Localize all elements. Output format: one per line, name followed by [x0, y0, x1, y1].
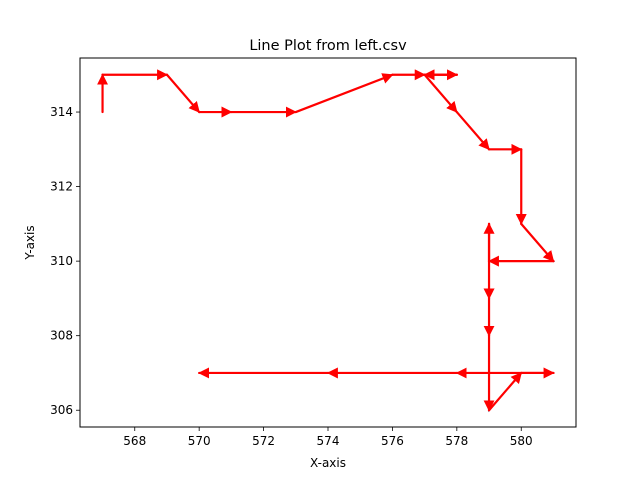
x-tick-label: 570: [188, 434, 211, 448]
y-axis-ticks: 306 308 310 312 314: [50, 105, 80, 417]
y-tick-label: 306: [50, 403, 73, 417]
y-tick-label: 308: [50, 329, 73, 343]
x-tick-label: 578: [445, 434, 468, 448]
direction-arrow: [423, 73, 458, 114]
direction-arrow: [520, 222, 555, 263]
x-tick-label: 576: [381, 434, 404, 448]
direction-arrow: [294, 73, 394, 114]
direction-arrow: [487, 371, 523, 412]
x-axis-label: X-axis: [310, 456, 346, 470]
direction-arrow: [165, 73, 201, 114]
x-tick-label: 574: [317, 434, 340, 448]
x-tick-label: 572: [252, 434, 275, 448]
y-tick-label: 314: [50, 105, 73, 119]
arrow-annotations: [97, 69, 555, 412]
chart-title: Line Plot from left.csv: [249, 38, 407, 54]
direction-arrow: [455, 110, 491, 151]
y-axis-label: Y-axis: [23, 225, 37, 260]
y-tick-label: 312: [50, 180, 73, 194]
x-tick-label: 580: [510, 434, 533, 448]
y-tick-label: 310: [50, 254, 73, 268]
x-axis-ticks: 568 570 572 574 576 578 580: [123, 427, 533, 448]
x-tick-label: 568: [123, 434, 146, 448]
